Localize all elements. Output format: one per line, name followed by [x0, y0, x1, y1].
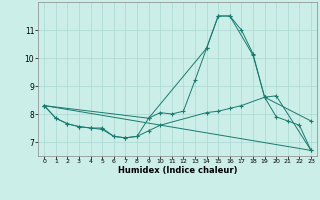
X-axis label: Humidex (Indice chaleur): Humidex (Indice chaleur) — [118, 166, 237, 175]
